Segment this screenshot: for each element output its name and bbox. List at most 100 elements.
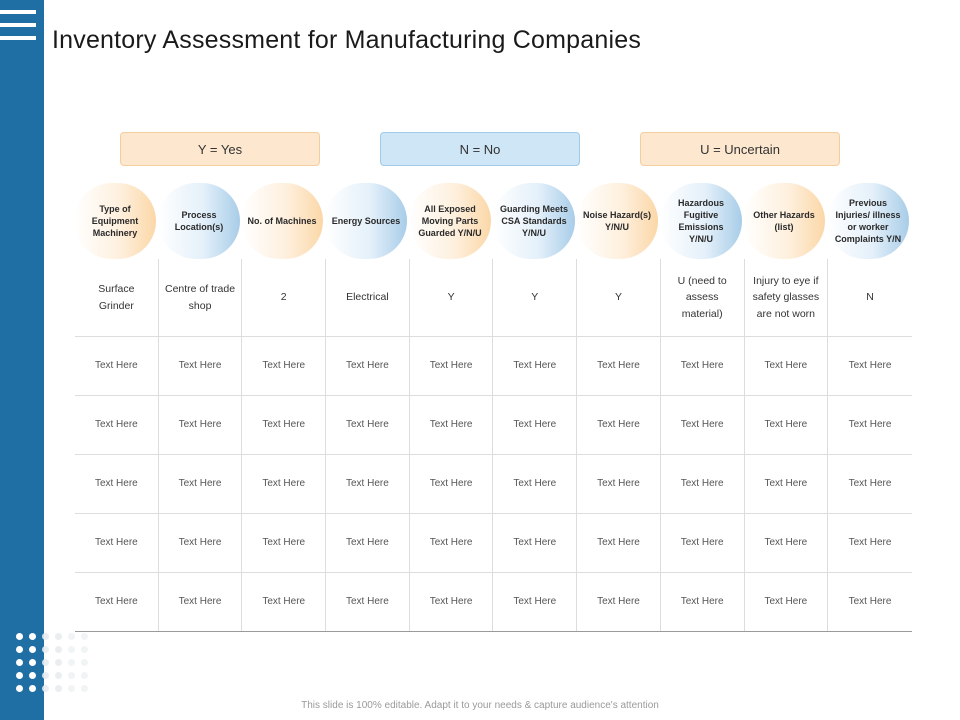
table-cell[interactable]: Text Here	[661, 455, 745, 513]
table-cell[interactable]: Electrical	[326, 259, 410, 336]
table-cell[interactable]: Text Here	[493, 514, 578, 572]
decorative-dot	[42, 646, 49, 653]
table-cell[interactable]: Text Here	[745, 455, 829, 513]
table-cell[interactable]: Text Here	[493, 573, 578, 631]
table-cell[interactable]: Text Here	[661, 573, 745, 631]
table-cell[interactable]: Text Here	[848, 360, 892, 372]
table-cell[interactable]: U (need to assess material)	[661, 259, 745, 336]
table-cell[interactable]: Text Here	[493, 396, 578, 454]
decorative-dot	[81, 633, 88, 640]
decorative-dot	[29, 672, 36, 679]
decorative-dot	[16, 685, 23, 692]
sidebar-bar	[0, 0, 88, 720]
decorative-dot	[68, 633, 75, 640]
column-header-equipment: Type of Equipment Machinery	[74, 183, 156, 259]
page-title: Inventory Assessment for Manufacturing C…	[52, 26, 642, 54]
table-cell[interactable]: Text Here	[848, 537, 892, 549]
table-cell[interactable]: Text Here	[577, 337, 661, 395]
table-cell[interactable]: Text Here	[326, 573, 410, 631]
table-cell[interactable]: Text Here	[326, 337, 410, 395]
table-cell[interactable]: Text Here	[661, 514, 745, 572]
decorative-dot	[81, 646, 88, 653]
table-row: Text Here Text Here Text Here Text Here …	[75, 337, 912, 396]
decorative-dot	[42, 659, 49, 666]
table-row: Text Here Text Here Text Here Text Here …	[75, 396, 912, 455]
table-cell[interactable]: Text Here	[242, 514, 327, 572]
table-cell[interactable]: Text Here	[75, 396, 159, 454]
table-cell[interactable]: Y	[410, 259, 494, 336]
table-cell[interactable]: 2	[242, 259, 327, 336]
decorative-dot	[81, 672, 88, 679]
decorative-dot	[55, 659, 62, 666]
table-cell[interactable]: Text Here	[242, 573, 327, 631]
table-cell[interactable]: Text Here	[577, 573, 661, 631]
decorative-dot	[16, 633, 23, 640]
table-cell[interactable]: Text Here	[493, 337, 578, 395]
decorative-dot	[55, 685, 62, 692]
table-cell[interactable]: Text Here	[745, 396, 829, 454]
table-row: Surface Grinder Centre of trade shop 2 E…	[75, 259, 912, 337]
decorative-dot	[55, 672, 62, 679]
table-cell[interactable]: Text Here	[326, 514, 410, 572]
column-header-csa-standards: Guarding Meets CSA Standards Y/N/U	[493, 183, 575, 259]
table-cell[interactable]: Text Here	[745, 514, 829, 572]
table-cell[interactable]: Text Here	[326, 455, 410, 513]
table-cell[interactable]: Text Here	[75, 514, 159, 572]
table-cell[interactable]: Centre of trade shop	[159, 259, 243, 336]
column-header-previous-injuries: Previous Injuries/ illness or worker Com…	[827, 183, 909, 259]
table-cell[interactable]: Text Here	[848, 419, 892, 431]
table-cell[interactable]: Text Here	[75, 573, 159, 631]
table-cell[interactable]: Text Here	[159, 573, 243, 631]
table-cell[interactable]: Text Here	[410, 455, 494, 513]
table-cell[interactable]: Text Here	[848, 478, 892, 490]
table-cell[interactable]: Text Here	[410, 396, 494, 454]
table-cell[interactable]: Text Here	[159, 396, 243, 454]
table-cell[interactable]: Text Here	[242, 337, 327, 395]
table-cell[interactable]: Text Here	[242, 455, 327, 513]
table-cell[interactable]: Text Here	[159, 455, 243, 513]
legend-yes: Y = Yes	[120, 132, 320, 166]
decorative-dot	[55, 646, 62, 653]
decorative-dot	[68, 685, 75, 692]
table-cell[interactable]: Text Here	[493, 455, 578, 513]
decorative-dot	[55, 633, 62, 640]
decorative-dot	[29, 633, 36, 640]
table-cell[interactable]: Text Here	[848, 596, 892, 608]
hamburger-menu-icon[interactable]	[0, 10, 36, 42]
decorative-dot	[16, 659, 23, 666]
table-cell[interactable]: Injury to eye if safety glasses are not …	[745, 259, 829, 336]
decorative-dot	[42, 672, 49, 679]
table-cell[interactable]: Text Here	[159, 337, 243, 395]
table-cell[interactable]: Surface Grinder	[75, 259, 159, 336]
table-cell[interactable]: Text Here	[410, 514, 494, 572]
table-cell[interactable]: Text Here	[577, 514, 661, 572]
table-cell[interactable]: Text Here	[410, 573, 494, 631]
decorative-dot	[81, 685, 88, 692]
table-row: Text Here Text Here Text Here Text Here …	[75, 573, 912, 632]
table-cell[interactable]: Text Here	[745, 337, 829, 395]
column-header-moving-parts-guarded: All Exposed Moving Parts Guarded Y/N/U	[409, 183, 491, 259]
table-cell[interactable]: Text Here	[745, 573, 829, 631]
decorative-dot	[68, 659, 75, 666]
table-row: Text Here Text Here Text Here Text Here …	[75, 514, 912, 573]
decorative-dot	[29, 646, 36, 653]
table-cell[interactable]: Text Here	[159, 514, 243, 572]
table-cell[interactable]: N	[866, 291, 874, 304]
column-header-no-of-machines: No. of Machines	[241, 183, 323, 259]
decorative-dot	[81, 659, 88, 666]
table-cell[interactable]: Y	[577, 259, 661, 336]
table-cell[interactable]: Text Here	[75, 455, 159, 513]
column-headers: Type of Equipment Machinery Process Loca…	[0, 183, 960, 261]
table-cell[interactable]: Text Here	[242, 396, 327, 454]
table-cell[interactable]: Text Here	[661, 396, 745, 454]
table-cell[interactable]: Text Here	[410, 337, 494, 395]
dot-grid-decoration	[16, 633, 96, 713]
table-cell[interactable]: Text Here	[75, 337, 159, 395]
column-header-energy-sources: Energy Sources	[325, 183, 407, 259]
table-cell[interactable]: Y	[493, 259, 578, 336]
table-cell[interactable]: Text Here	[326, 396, 410, 454]
table-cell[interactable]: Text Here	[661, 337, 745, 395]
table-cell[interactable]: Text Here	[577, 455, 661, 513]
table-cell[interactable]: Text Here	[577, 396, 661, 454]
decorative-dot	[42, 685, 49, 692]
